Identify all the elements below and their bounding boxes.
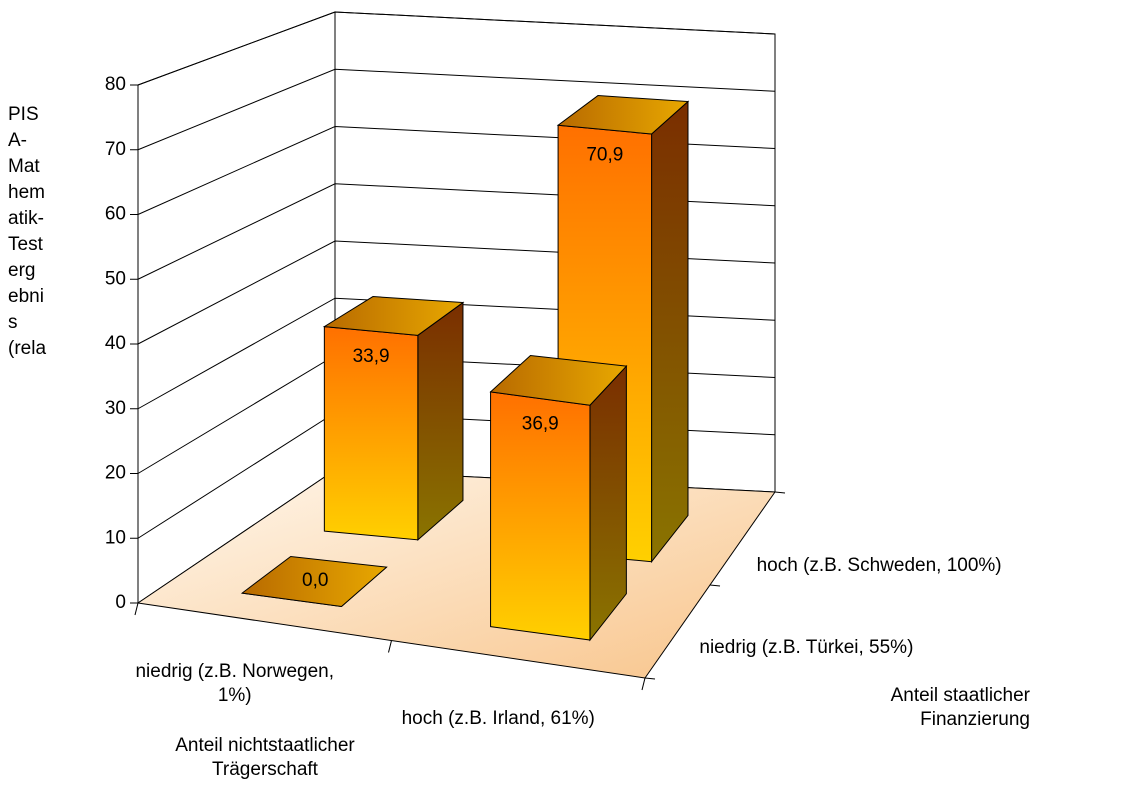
x-tick-label: hoch (z.B. Irland, 61%) <box>401 708 595 730</box>
y-tick-label: 20 <box>105 463 126 484</box>
y-tick-label: 50 <box>105 268 126 289</box>
x-tick <box>134 602 139 616</box>
z-tick <box>644 677 656 680</box>
bar-top <box>322 296 465 336</box>
x-axis-label: Anteil nichtstaatlicher Trägerschaft <box>175 735 355 780</box>
z-tick <box>709 584 721 587</box>
y-tick-label: 40 <box>105 333 126 354</box>
z-axis-label: Anteil staatlicher Finanzierung <box>890 685 1030 730</box>
y-tick-label: 10 <box>105 527 126 548</box>
y-axis-label: PISA-Mathematik-Testergebnis (rela <box>8 104 47 359</box>
x-tick <box>388 640 392 653</box>
bar-top <box>240 555 388 608</box>
y-tick-label: 60 <box>105 204 126 225</box>
y-tick-label: 0 <box>115 592 126 613</box>
z-tick-label: niedrig (z.B. Türkei, 55%) <box>699 636 914 658</box>
bar-side <box>417 301 464 541</box>
x-tick <box>641 677 646 691</box>
data-label: 0,0 <box>302 570 328 591</box>
bar-top <box>556 95 690 135</box>
grid-line <box>137 11 776 86</box>
x-tick-label: niedrig (z.B. Norwegen, 1%) <box>135 660 335 706</box>
data-label: 33,9 <box>353 346 390 367</box>
data-label: 70,9 <box>586 145 623 166</box>
bar-side <box>651 100 689 564</box>
y-tick-label: 30 <box>105 398 126 419</box>
z-tick <box>774 491 786 494</box>
data-label: 36,9 <box>522 414 559 435</box>
y-tick-label: 70 <box>105 139 126 160</box>
z-tick-label: hoch (z.B. Schweden, 100%) <box>756 555 1002 577</box>
bar-side <box>589 364 627 642</box>
bar-top <box>489 354 628 406</box>
grid-line <box>137 68 776 151</box>
y-tick-label: 80 <box>105 74 126 95</box>
